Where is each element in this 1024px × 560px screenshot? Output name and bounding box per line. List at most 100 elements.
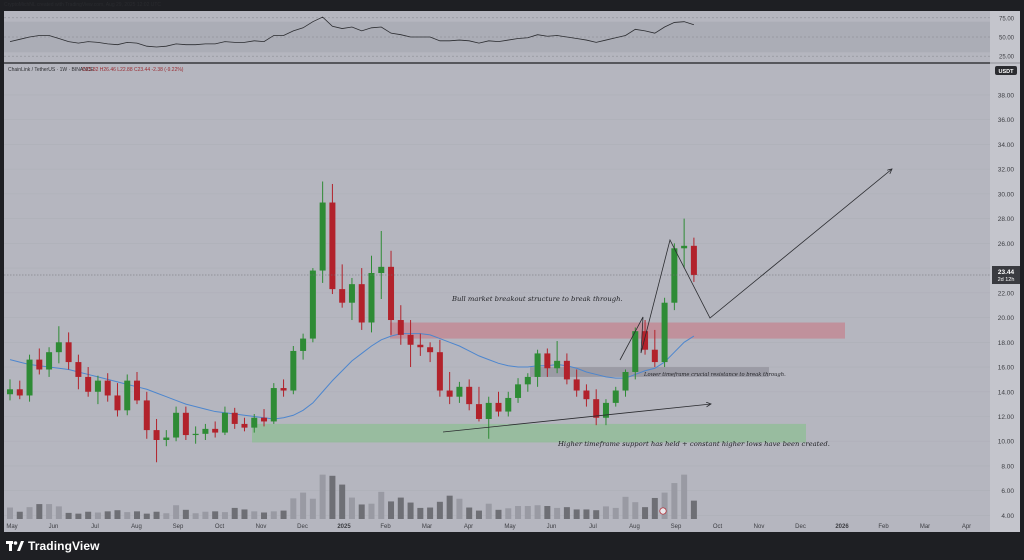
local-resistance-zone[interactable] xyxy=(530,367,769,377)
candle[interactable] xyxy=(163,430,170,447)
x-tick-label: Feb xyxy=(878,524,889,530)
candle[interactable] xyxy=(261,409,268,427)
volume-bar xyxy=(26,507,33,519)
candle[interactable] xyxy=(485,396,492,439)
candle[interactable] xyxy=(16,380,23,400)
candle[interactable] xyxy=(573,369,580,397)
projection-arrow[interactable] xyxy=(619,169,892,361)
candle[interactable] xyxy=(339,264,346,308)
candle[interactable] xyxy=(651,329,658,368)
candle[interactable] xyxy=(182,406,189,440)
candle[interactable] xyxy=(612,386,619,407)
candle[interactable] xyxy=(593,389,600,426)
candle[interactable] xyxy=(143,391,150,439)
candle[interactable] xyxy=(7,379,13,401)
candle[interactable] xyxy=(690,237,697,282)
candle[interactable] xyxy=(221,406,228,436)
volume-bar xyxy=(182,509,189,519)
candle[interactable] xyxy=(75,354,82,390)
candle-body xyxy=(221,412,228,433)
candle-body xyxy=(114,395,121,411)
candle[interactable] xyxy=(241,417,248,432)
candle[interactable] xyxy=(602,399,609,426)
candle[interactable] xyxy=(270,383,277,424)
candle[interactable] xyxy=(104,373,111,402)
current-price-badge[interactable] xyxy=(992,266,1020,285)
support-zone[interactable] xyxy=(252,423,806,443)
resistance-zone[interactable] xyxy=(390,322,845,339)
candle[interactable] xyxy=(134,371,141,405)
candle[interactable] xyxy=(280,379,287,397)
candle[interactable] xyxy=(622,369,629,397)
candle[interactable] xyxy=(173,406,180,442)
candle[interactable] xyxy=(348,277,355,321)
candle[interactable] xyxy=(114,383,121,417)
candle[interactable] xyxy=(505,391,512,417)
candle[interactable] xyxy=(378,230,385,299)
candle-body xyxy=(456,386,463,397)
candle[interactable] xyxy=(466,379,473,411)
candle[interactable] xyxy=(26,354,33,402)
candle[interactable] xyxy=(46,347,53,377)
candle[interactable] xyxy=(427,342,434,363)
candle[interactable] xyxy=(632,327,639,380)
x-tick-label: Oct xyxy=(215,524,225,530)
volume-bar xyxy=(241,509,248,519)
candle[interactable] xyxy=(358,268,365,330)
candle[interactable] xyxy=(661,297,668,368)
main-panel[interactable] xyxy=(4,64,990,534)
candle[interactable] xyxy=(300,333,307,360)
candle[interactable] xyxy=(554,341,561,374)
candle[interactable] xyxy=(85,367,92,397)
candle[interactable] xyxy=(55,326,62,364)
tradingview-logo[interactable]: TradingView xyxy=(6,539,100,553)
candle[interactable] xyxy=(436,339,443,397)
higher-lows-trendline[interactable] xyxy=(442,404,711,433)
candle[interactable] xyxy=(544,348,551,377)
candle[interactable] xyxy=(583,384,590,407)
candle[interactable] xyxy=(319,181,326,283)
candle[interactable] xyxy=(407,320,414,368)
candle-body xyxy=(182,412,189,436)
volume-bar xyxy=(85,511,92,519)
candle-body xyxy=(36,359,43,370)
candle[interactable] xyxy=(65,332,72,370)
candle[interactable] xyxy=(290,346,297,395)
candle-body xyxy=(26,359,33,396)
x-tick-label: Mar xyxy=(920,524,930,530)
candle[interactable] xyxy=(495,391,502,417)
volume-bar xyxy=(554,507,561,519)
candle[interactable] xyxy=(251,414,258,433)
candle[interactable] xyxy=(329,183,336,295)
currency-badge[interactable] xyxy=(995,66,1017,75)
candle[interactable] xyxy=(124,374,131,416)
candle[interactable] xyxy=(368,255,375,333)
volume-bar xyxy=(602,506,609,519)
candle[interactable] xyxy=(563,353,570,385)
candle[interactable] xyxy=(202,423,209,440)
candle[interactable] xyxy=(456,381,463,403)
candle-body xyxy=(261,417,268,422)
candle[interactable] xyxy=(94,375,101,405)
candle-body xyxy=(46,352,53,370)
candle[interactable] xyxy=(388,250,395,335)
candle-body xyxy=(309,270,316,339)
candle[interactable] xyxy=(192,426,199,444)
candle[interactable] xyxy=(212,421,219,438)
candle[interactable] xyxy=(446,371,453,405)
candle[interactable] xyxy=(417,333,424,356)
candle[interactable] xyxy=(524,373,531,392)
earnings-marker-icon[interactable] xyxy=(659,507,667,515)
candle[interactable] xyxy=(309,268,316,343)
candle[interactable] xyxy=(515,378,522,403)
candle[interactable] xyxy=(231,407,238,429)
candle[interactable] xyxy=(534,349,541,387)
candle[interactable] xyxy=(36,348,43,375)
candle[interactable] xyxy=(475,386,482,422)
candle[interactable] xyxy=(397,305,404,345)
volume-bar xyxy=(251,511,258,519)
candle[interactable] xyxy=(671,243,678,311)
candle[interactable] xyxy=(153,418,160,463)
candle[interactable] xyxy=(681,218,688,269)
